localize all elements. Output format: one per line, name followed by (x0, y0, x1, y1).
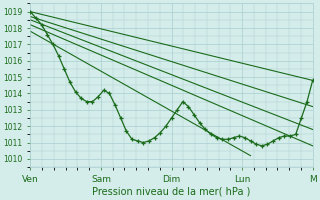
X-axis label: Pression niveau de la mer( hPa ): Pression niveau de la mer( hPa ) (92, 187, 251, 197)
